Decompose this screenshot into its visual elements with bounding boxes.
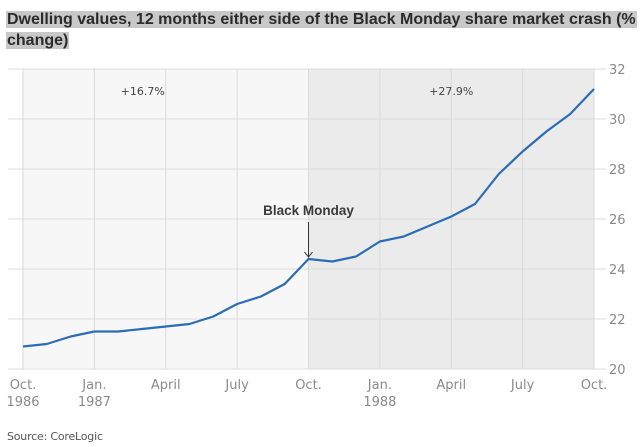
y-tick-label: 22: [609, 313, 626, 328]
x-tick-label: July: [510, 378, 535, 393]
y-tick-label: 26: [609, 213, 626, 228]
series: [22, 88, 595, 348]
x-tick-label: Oct.: [581, 378, 608, 393]
y-tick-label: 28: [609, 163, 626, 178]
x-axis: Oct. 1986 Jan. 1987 April July Oct. Jan. 1988 Apr…: [6, 378, 607, 410]
gridlines: [8, 68, 606, 370]
region-change-label: +16.7%: [121, 85, 165, 98]
x-tick-label: July: [224, 378, 249, 393]
x-tick-label: Oct.: [10, 378, 37, 393]
y-axis: 20 22 24 26 28 30 32: [609, 63, 626, 378]
x-tick-year-label: 1986: [6, 395, 39, 410]
x-tick-label: Jan.: [367, 378, 392, 393]
y-tick-label: 32: [609, 63, 626, 78]
x-tick-label: April: [151, 378, 181, 393]
y-tick-label: 20: [609, 363, 626, 378]
source-note: Source: CoreLogic: [7, 430, 103, 443]
y-tick-label: 24: [609, 263, 626, 278]
y-tick-label: 30: [609, 113, 626, 128]
region-change-label: +27.9%: [429, 85, 473, 98]
x-tick-label: Oct.: [295, 378, 322, 393]
black-monday-label: Black Monday: [263, 203, 354, 218]
annotations: +16.7% +27.9% Black Monday: [121, 85, 473, 258]
x-tick-year-label: 1987: [78, 395, 111, 410]
x-tick-year-label: 1988: [363, 395, 396, 410]
x-tick-label: April: [436, 378, 466, 393]
annotation-arrow-head-icon: [304, 251, 313, 258]
chart-title: Dwelling values, 12 months either side o…: [6, 9, 637, 51]
x-tick-label: Jan.: [81, 378, 106, 393]
